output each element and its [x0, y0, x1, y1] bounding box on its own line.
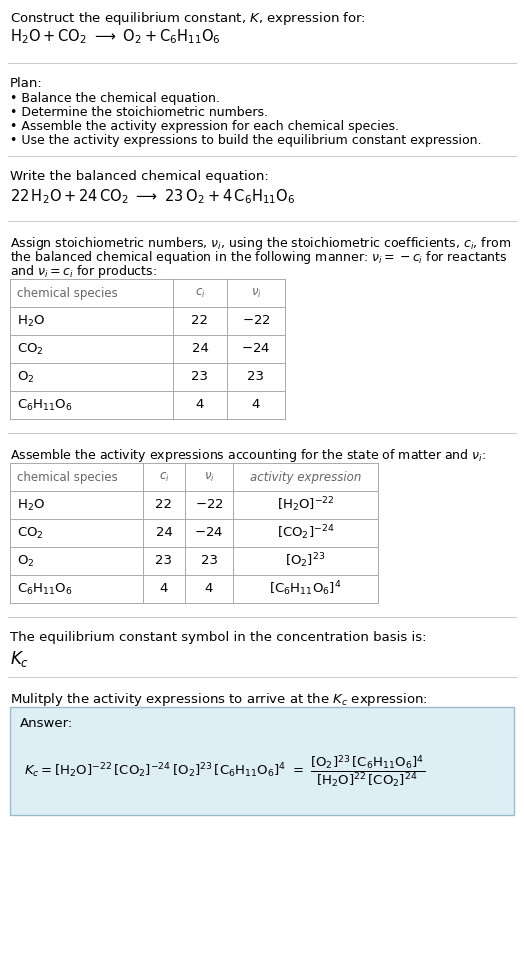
Text: the balanced chemical equation in the following manner: $\nu_i = -c_i$ for react: the balanced chemical equation in the fo…: [10, 249, 507, 266]
Text: $-24$: $-24$: [242, 342, 270, 356]
Text: $K_c = [\mathrm{H_2O}]^{-22}\,[\mathrm{CO_2}]^{-24}\,[\mathrm{O_2}]^{23}\,[\math: $K_c = [\mathrm{H_2O}]^{-22}\,[\mathrm{C…: [24, 754, 425, 790]
Text: Assemble the activity expressions accounting for the state of matter and $\nu_i$: Assemble the activity expressions accoun…: [10, 447, 486, 464]
Text: $\mathrm{C_6H_{11}O_6}$: $\mathrm{C_6H_{11}O_6}$: [17, 581, 73, 597]
Text: $\mathrm{O_2}$: $\mathrm{O_2}$: [17, 369, 35, 384]
Text: • Determine the stoichiometric numbers.: • Determine the stoichiometric numbers.: [10, 106, 268, 119]
Text: • Assemble the activity expression for each chemical species.: • Assemble the activity expression for e…: [10, 120, 399, 133]
Text: $-22$: $-22$: [195, 499, 223, 511]
Text: Assign stoichiometric numbers, $\nu_i$, using the stoichiometric coefficients, $: Assign stoichiometric numbers, $\nu_i$, …: [10, 235, 511, 252]
Text: 4: 4: [196, 399, 204, 411]
Text: 22: 22: [156, 499, 172, 511]
Text: The equilibrium constant symbol in the concentration basis is:: The equilibrium constant symbol in the c…: [10, 631, 427, 644]
Text: • Use the activity expressions to build the equilibrium constant expression.: • Use the activity expressions to build …: [10, 134, 482, 147]
Text: 4: 4: [252, 399, 260, 411]
Text: 22: 22: [191, 314, 209, 328]
Text: $[\mathrm{CO_2}]^{-24}$: $[\mathrm{CO_2}]^{-24}$: [277, 524, 334, 542]
Text: 24: 24: [156, 527, 172, 539]
Text: chemical species: chemical species: [17, 286, 118, 300]
Text: 23: 23: [247, 371, 265, 383]
Text: $c_i$: $c_i$: [159, 471, 169, 483]
Text: 4: 4: [160, 582, 168, 596]
Text: Construct the equilibrium constant, $K$, expression for:: Construct the equilibrium constant, $K$,…: [10, 10, 366, 27]
Text: $K_c$: $K_c$: [10, 649, 29, 669]
FancyBboxPatch shape: [10, 707, 514, 815]
Text: $\mathrm{H_2O} + \mathrm{CO_2}\ \longrightarrow\ \mathrm{O_2} + \mathrm{C_6H_{11: $\mathrm{H_2O} + \mathrm{CO_2}\ \longrig…: [10, 27, 221, 46]
Text: chemical species: chemical species: [17, 471, 118, 483]
Text: 24: 24: [192, 342, 209, 356]
Text: $[\mathrm{H_2O}]^{-22}$: $[\mathrm{H_2O}]^{-22}$: [277, 496, 334, 514]
Text: Write the balanced chemical equation:: Write the balanced chemical equation:: [10, 170, 269, 183]
Text: $\mathrm{O_2}$: $\mathrm{O_2}$: [17, 554, 35, 569]
Text: $\mathrm{C_6H_{11}O_6}$: $\mathrm{C_6H_{11}O_6}$: [17, 398, 73, 412]
Text: $c_i$: $c_i$: [194, 286, 205, 300]
Text: Mulitply the activity expressions to arrive at the $K_c$ expression:: Mulitply the activity expressions to arr…: [10, 691, 428, 708]
Text: and $\nu_i = c_i$ for products:: and $\nu_i = c_i$ for products:: [10, 263, 157, 280]
Text: $\mathrm{CO_2}$: $\mathrm{CO_2}$: [17, 341, 43, 357]
Text: $[\mathrm{C_6H_{11}O_6}]^{4}$: $[\mathrm{C_6H_{11}O_6}]^{4}$: [269, 579, 342, 599]
Text: Plan:: Plan:: [10, 77, 43, 90]
Text: $-22$: $-22$: [242, 314, 270, 328]
Text: $\mathrm{H_2O}$: $\mathrm{H_2O}$: [17, 313, 45, 329]
Text: Answer:: Answer:: [20, 717, 73, 730]
Text: $\nu_i$: $\nu_i$: [250, 286, 261, 300]
Text: $\mathrm{CO_2}$: $\mathrm{CO_2}$: [17, 526, 43, 540]
Text: 23: 23: [191, 371, 209, 383]
Text: 23: 23: [201, 554, 217, 568]
Text: activity expression: activity expression: [250, 471, 361, 483]
Text: $-24$: $-24$: [194, 527, 224, 539]
Text: 4: 4: [205, 582, 213, 596]
Text: • Balance the chemical equation.: • Balance the chemical equation.: [10, 92, 220, 105]
Text: $22\,\mathrm{H_2O} + 24\,\mathrm{CO_2}\ \longrightarrow\ 23\,\mathrm{O_2} + 4\,\: $22\,\mathrm{H_2O} + 24\,\mathrm{CO_2}\ …: [10, 187, 296, 206]
Text: $\mathrm{H_2O}$: $\mathrm{H_2O}$: [17, 498, 45, 512]
Text: 23: 23: [156, 554, 172, 568]
Text: $\nu_i$: $\nu_i$: [204, 471, 214, 483]
Text: $[\mathrm{O_2}]^{23}$: $[\mathrm{O_2}]^{23}$: [286, 552, 325, 570]
